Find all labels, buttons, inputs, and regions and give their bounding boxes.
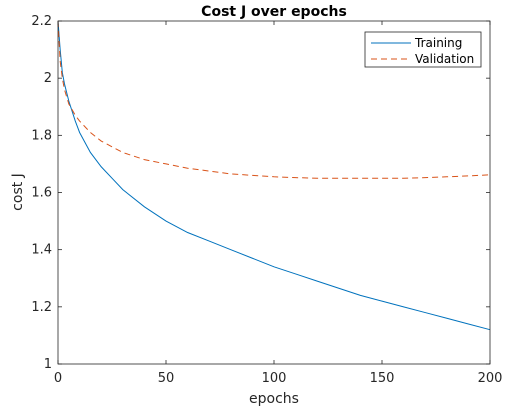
x-tick-label: 100 <box>262 371 287 386</box>
legend-label-validation: Validation <box>415 52 474 66</box>
y-tick-label: 1 <box>44 357 52 372</box>
axis-ticks: 0 50 100 150 200 1 1.2 1.4 1.6 1.8 2 2.2 <box>31 14 502 386</box>
plot-lines <box>57 20 491 331</box>
x-axis-label: epochs <box>249 391 299 407</box>
y-tick-label: 1.6 <box>31 186 52 201</box>
chart-title: Cost J over epochs <box>201 4 347 20</box>
x-tick-label: 0 <box>54 371 62 386</box>
legend-label-training: Training <box>414 36 462 50</box>
legend: Training Validation <box>364 31 482 68</box>
y-tick-label: 1.4 <box>31 243 52 258</box>
series-line-training <box>57 20 491 331</box>
y-tick-label: 1.8 <box>31 128 52 143</box>
x-tick-label: 50 <box>158 371 175 386</box>
legend-box <box>364 31 482 68</box>
series-line-validation <box>57 20 491 179</box>
y-tick-label: 2.2 <box>31 14 52 29</box>
y-tick-label: 1.2 <box>31 300 52 315</box>
x-tick-label: 150 <box>370 371 395 386</box>
x-tick-label: 200 <box>478 371 503 386</box>
y-tick-label: 2 <box>44 71 52 86</box>
y-axis-label: cost J <box>10 173 26 211</box>
